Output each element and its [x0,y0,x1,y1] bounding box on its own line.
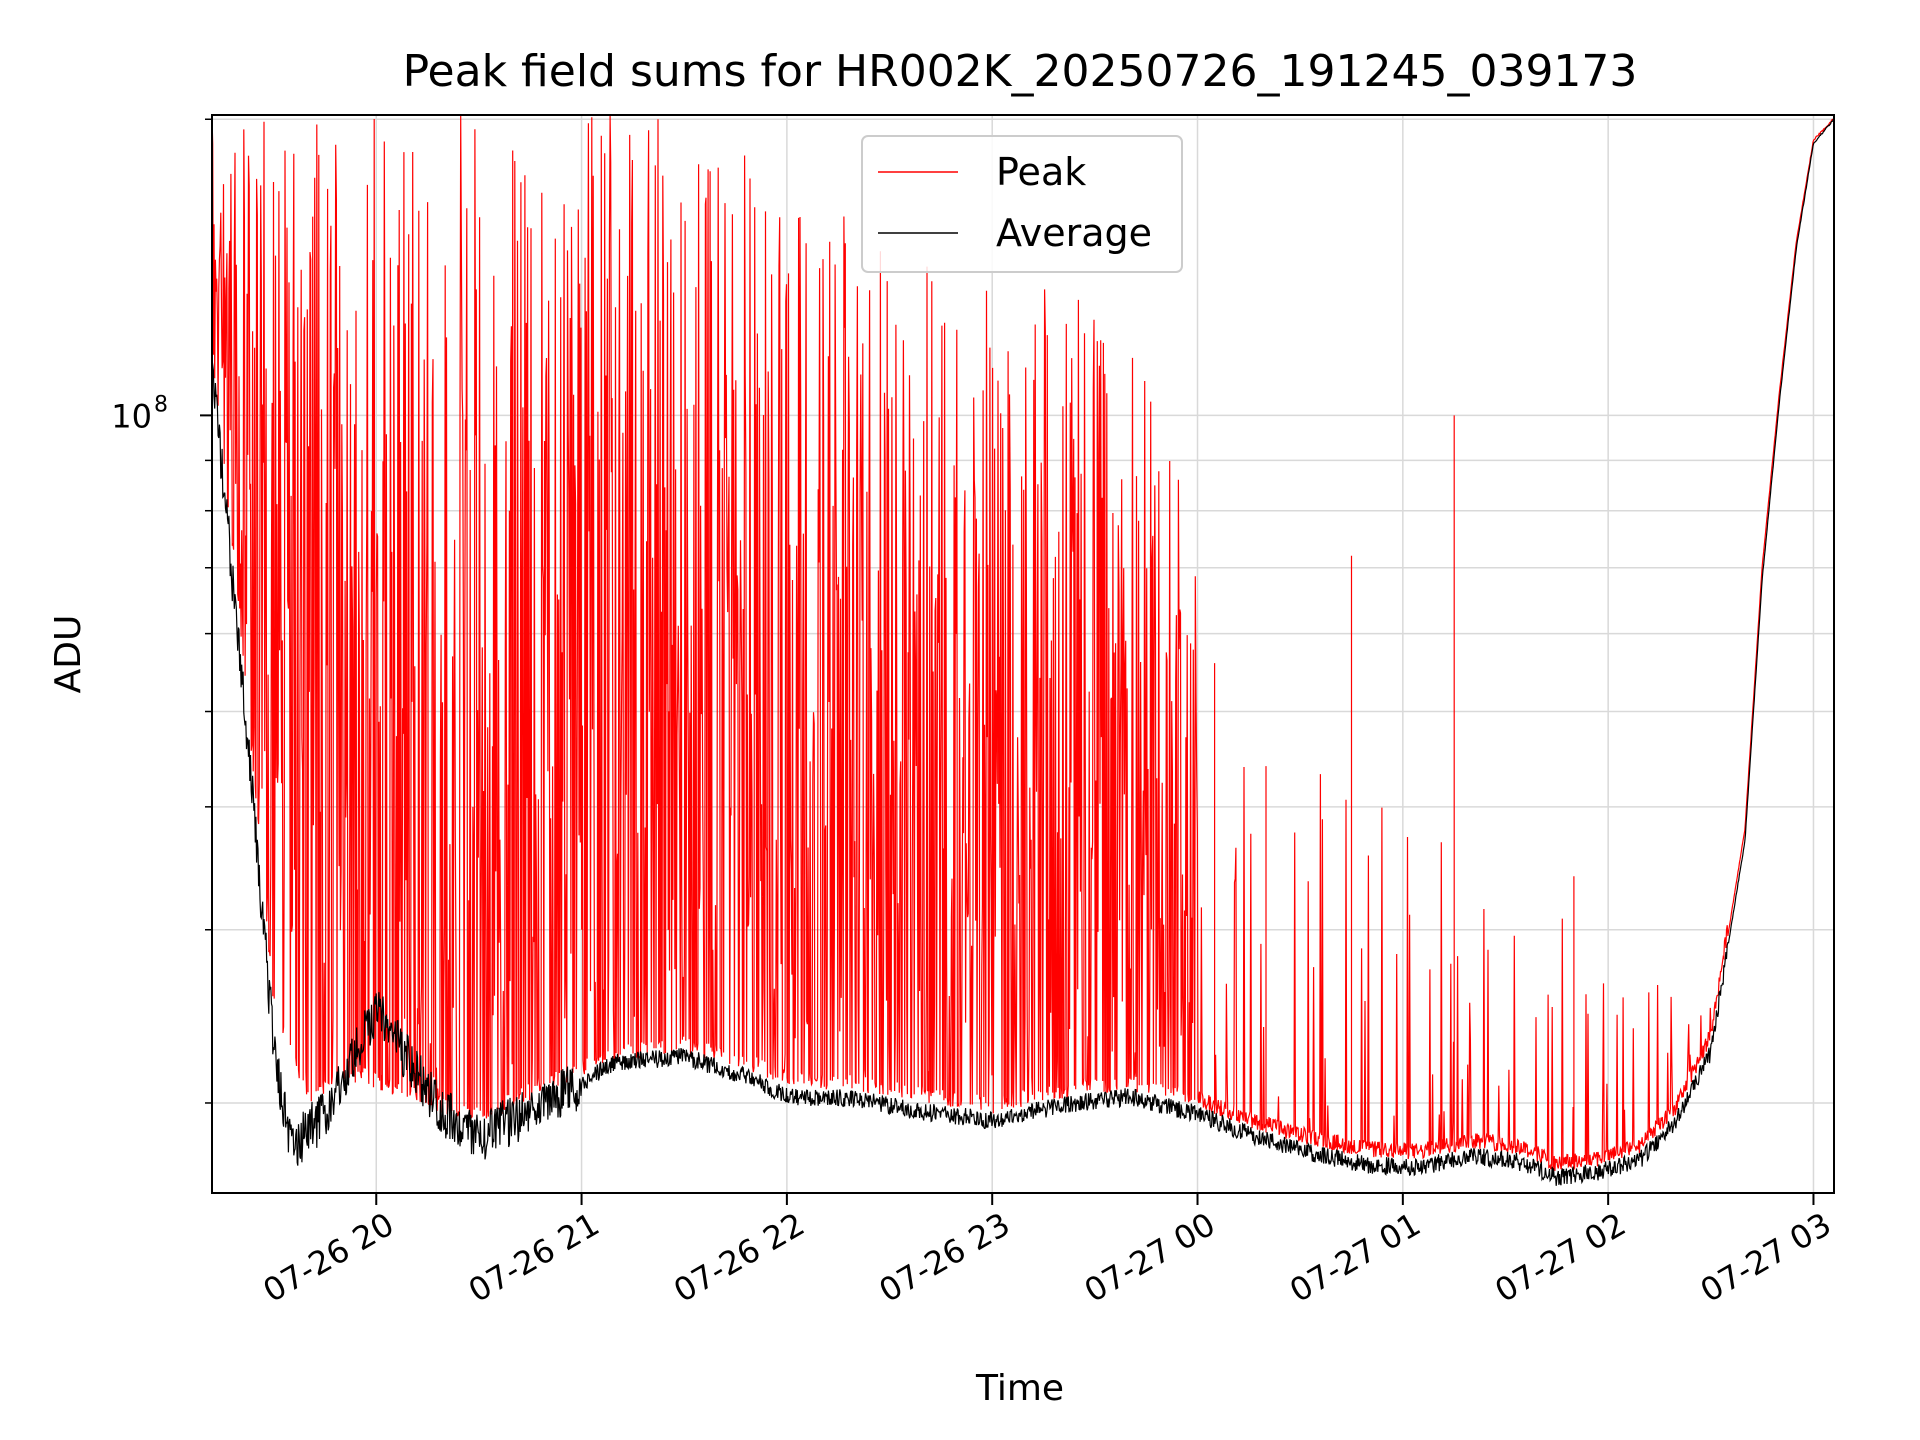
x-tick-label: 07-27 02 [1489,1205,1633,1310]
legend-label-average: Average [996,211,1152,255]
y-tick-label: 10 [111,397,152,435]
plot-frame [211,114,1835,1194]
x-tick-label: 07-26 23 [873,1205,1017,1310]
y-axis-ticks: 10 8 [111,118,212,1104]
legend-label-peak: Peak [996,150,1086,194]
x-tick-label: 07-26 22 [667,1205,811,1310]
legend-box [861,135,1183,273]
x-tick-label: 07-27 01 [1283,1205,1427,1310]
x-axis-label: Time [975,1368,1064,1409]
x-tick-label: 07-27 00 [1078,1205,1222,1310]
x-tick-label: 07-26 20 [257,1205,401,1310]
legend: Peak Average [861,135,1183,273]
series-line-peak [212,115,1834,1172]
x-axis-ticks: 07-26 20 07-26 21 07-26 22 07-26 23 07-27 00… [257,1193,1838,1310]
chart-title: Peak field sums for HR002K_20250726_1912… [403,46,1638,97]
x-tick-label: 07-26 21 [462,1205,606,1310]
x-tick-label: 07-27 03 [1694,1205,1838,1310]
y-axis-label: ADU [48,615,89,694]
series-line-average [212,118,1834,1186]
y-tick-exponent: 8 [154,392,168,417]
